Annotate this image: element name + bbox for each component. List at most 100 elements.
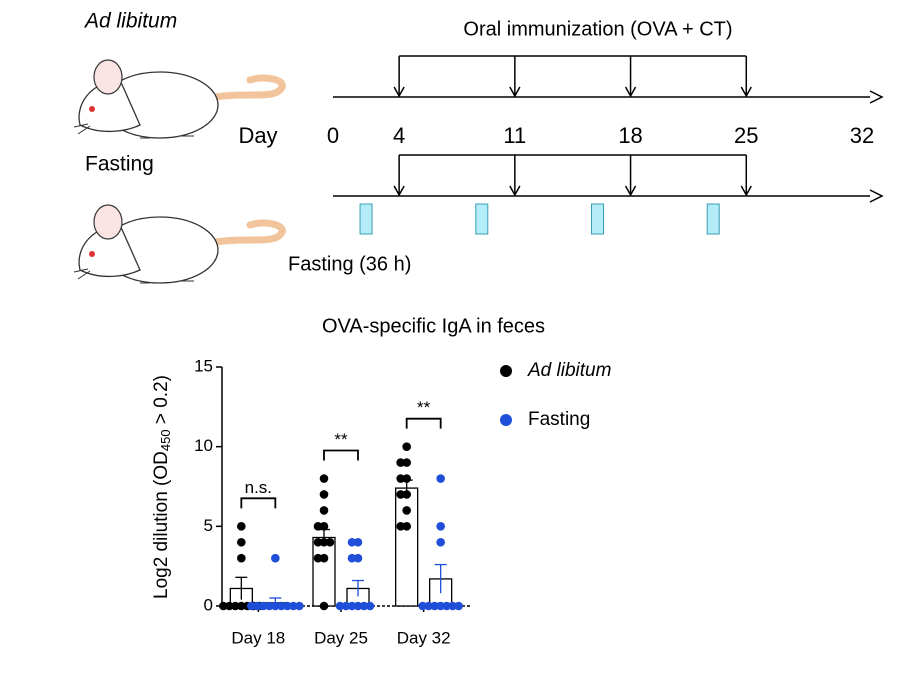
legend-marker	[500, 365, 512, 377]
y-label-subscript: 450	[158, 429, 173, 451]
arrow-head	[393, 185, 405, 197]
data-point	[319, 474, 329, 483]
data-point	[295, 601, 304, 611]
arrow-head	[393, 86, 405, 98]
data-point	[325, 537, 335, 547]
data-point	[335, 601, 345, 611]
data-point	[237, 522, 246, 531]
fasting-box	[359, 203, 373, 235]
x-tick-label: Day 32	[397, 628, 451, 647]
data-point	[353, 601, 363, 611]
y-tick-label: 15	[194, 356, 213, 375]
data-point	[359, 601, 369, 611]
data-point	[442, 601, 451, 611]
data-point	[396, 458, 405, 467]
data-point	[277, 601, 286, 611]
significance-label: **	[334, 430, 348, 449]
data-point	[396, 522, 405, 531]
group-label: Ad libitum	[83, 10, 177, 33]
timeline-title: Oral immunization (OVA + CT)	[463, 18, 732, 40]
y-label-part: Log2 dilution (OD	[151, 451, 172, 599]
data-point	[402, 474, 411, 483]
legend-label: Ad libitum	[527, 360, 611, 381]
x-tick-label: Day 25	[314, 628, 368, 647]
data-point	[265, 601, 274, 611]
data-point	[319, 522, 329, 531]
data-point	[436, 537, 445, 547]
y-tick-label: 0	[204, 595, 213, 614]
data-point	[353, 537, 363, 547]
data-point	[319, 490, 329, 499]
data-point	[353, 553, 363, 563]
data-point	[253, 601, 262, 611]
data-point	[347, 537, 357, 547]
day-tick-label: 4	[393, 123, 405, 148]
data-point	[271, 601, 280, 611]
fasting-box	[706, 203, 720, 235]
data-point	[448, 601, 457, 611]
data-point	[319, 601, 329, 611]
arrow-head	[869, 189, 884, 203]
day-tick-label: 25	[734, 123, 758, 148]
arrow-head	[624, 86, 637, 98]
group-label: Fasting	[85, 153, 154, 176]
data-point	[283, 601, 292, 611]
arrow-head	[740, 86, 752, 98]
data-point	[402, 506, 411, 515]
data-point	[341, 601, 351, 611]
x-tick-label: Day 18	[231, 628, 285, 647]
day-tick-label: 18	[618, 123, 642, 148]
legend-label: Fasting	[528, 409, 590, 430]
day-tick-label: 0	[327, 123, 339, 148]
data-point	[402, 458, 411, 467]
data-point	[313, 522, 323, 531]
data-point	[319, 537, 329, 547]
legend-marker	[500, 414, 512, 426]
data-point	[402, 442, 411, 451]
data-point	[319, 506, 329, 515]
bar	[395, 487, 419, 607]
arrow-head	[624, 185, 637, 197]
y-label-part: > 0.2)	[151, 375, 172, 429]
data-point	[259, 601, 268, 611]
data-point	[436, 601, 445, 611]
data-point	[402, 522, 411, 531]
significance-bracket	[405, 417, 442, 429]
arrow-head	[740, 185, 752, 197]
data-point	[402, 490, 411, 499]
fasting-box	[475, 203, 489, 235]
data-point	[289, 601, 298, 611]
data-point	[454, 601, 463, 611]
data-point	[436, 522, 445, 531]
fasting-label: Fasting (36 h)	[288, 253, 411, 275]
significance-label: n.s.	[245, 478, 272, 497]
data-point	[313, 537, 323, 547]
day-label: Day	[238, 123, 277, 148]
significance-bracket	[240, 497, 277, 509]
significance-bracket	[323, 449, 359, 461]
data-point	[396, 474, 405, 483]
arrow-head	[869, 90, 884, 104]
data-point	[225, 601, 234, 611]
data-point	[347, 601, 357, 611]
data-point	[396, 490, 405, 499]
bar	[312, 536, 336, 607]
data-point	[237, 537, 246, 547]
arrow-head	[509, 185, 521, 197]
data-point	[237, 601, 246, 611]
y-tick-label: 5	[204, 516, 213, 535]
y-axis-label: Log2 dilution (OD450 > 0.2)	[151, 375, 173, 599]
data-point	[219, 601, 228, 611]
y-tick-label: 10	[194, 436, 213, 455]
data-point	[319, 553, 329, 563]
fasting-box	[591, 203, 604, 235]
data-point	[237, 553, 246, 563]
data-point	[313, 553, 323, 563]
data-point	[418, 601, 427, 611]
significance-label: **	[417, 398, 431, 417]
day-tick-label: 32	[850, 123, 874, 148]
day-tick-label: 11	[503, 123, 526, 148]
data-point	[365, 601, 375, 611]
data-point	[347, 553, 357, 563]
